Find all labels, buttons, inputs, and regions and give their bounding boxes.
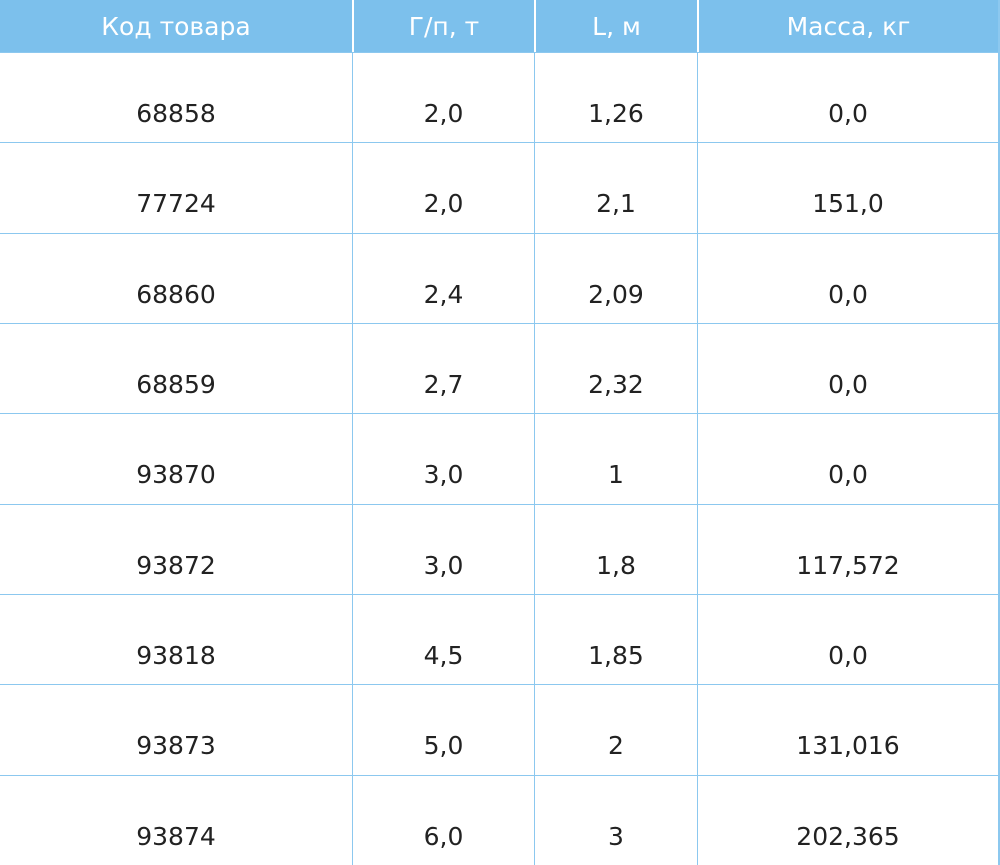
table-cell: 4,5 [352,594,534,685]
table-cell: 2,0 [352,53,534,143]
header-cell: Масса, кг [697,0,998,52]
table-cell: 0,0 [697,233,998,323]
table-cell: 68860 [136,279,216,309]
table-cell: 0,0 [697,594,998,685]
table-cell: 117,572 [697,504,998,594]
table-cell: 2 [534,685,697,775]
table-cell: 0,0 [697,53,998,143]
table-row: 93873 5,0 2 131,016 [0,684,998,775]
table-cell: 0,0 [697,323,998,414]
table-cell: 1,8 [534,504,697,594]
table-cell: 2,0 [352,143,534,233]
table-cell: 2,09 [534,233,697,323]
table-cell: 3,0 [352,414,534,504]
table-cell: 0,0 [697,414,998,504]
table-cell: 2,7 [352,323,534,414]
table-cell: 1 [534,414,697,504]
table-cell: 2,4 [352,233,534,323]
table-cell: 77724 [136,189,216,219]
table-cell: 3 [534,775,697,865]
table-cell: 93873 [136,731,216,761]
table-cell: 6,0 [352,775,534,865]
table-cell: 151,0 [697,143,998,233]
table-cell: 5,0 [352,685,534,775]
header-cell: Код товара [101,11,251,41]
table-cell: 68859 [136,369,216,399]
table-cell: 2,32 [534,323,697,414]
header-cell: L, м [534,0,697,52]
table-row: 93870 3,0 1 0,0 [0,413,998,504]
header-cell: Г/п, т [352,0,534,52]
table-row: 93818 4,5 1,85 0,0 [0,593,998,685]
table-cell: 93870 [136,460,216,490]
table-cell: 93874 [136,821,216,851]
table-row: 68860 2,4 2,09 0,0 [0,232,998,323]
table-row: 93874 6,0 3 202,365 [0,774,998,865]
table-cell: 1,85 [534,594,697,685]
table-cell: 93818 [136,640,216,670]
table-row: 93872 3,0 1,8 117,572 [0,503,998,594]
table-row: 68859 2,7 2,32 0,0 [0,322,998,414]
table-row: 77724 2,0 2,1 151,0 [0,142,998,233]
table-cell: 202,365 [697,775,998,865]
table-cell: 2,1 [534,143,697,233]
table-cell: 68858 [136,99,216,128]
table-row: 68858 2,0 1,26 0,0 [0,52,998,143]
table-cell: 93872 [136,550,216,580]
header-row: Код товара Г/п, т L, м Масса, кг [0,0,998,52]
table-cell: 3,0 [352,504,534,594]
table-cell: 1,26 [534,53,697,143]
table-cell: 131,016 [697,685,998,775]
